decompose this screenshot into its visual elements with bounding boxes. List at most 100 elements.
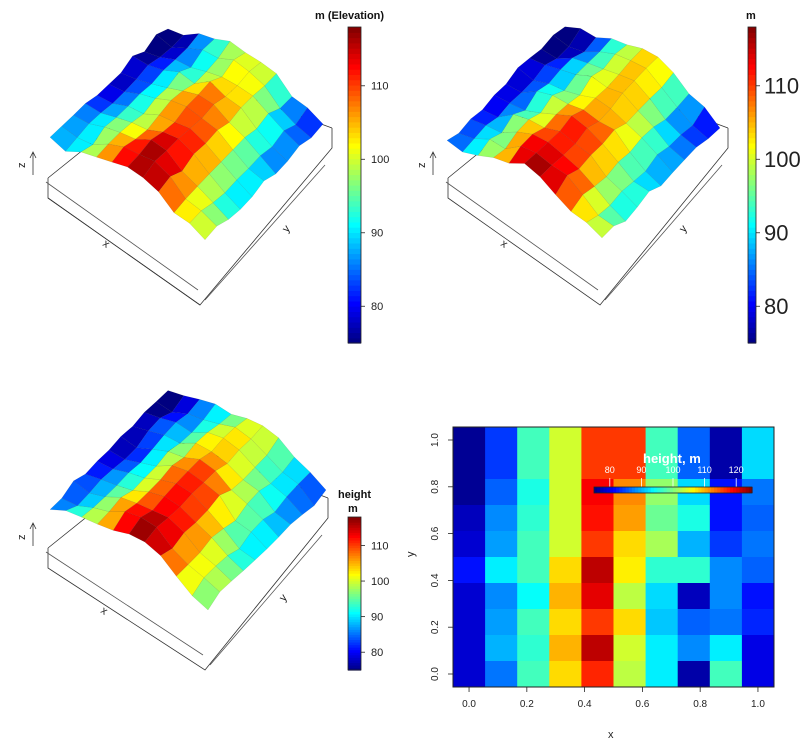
heatmap-cell xyxy=(485,661,518,688)
colorbar-swatch xyxy=(348,106,361,112)
colorbar-swatch xyxy=(348,69,361,75)
heatmap-cell xyxy=(453,505,486,532)
heatmap-cell xyxy=(485,479,518,506)
colorbar-swatch xyxy=(348,53,361,60)
colorbar-swatch xyxy=(348,190,361,197)
colorbar-swatch xyxy=(748,274,756,281)
colorbar-tick-label: 110 xyxy=(371,81,389,93)
colorbar-swatch xyxy=(348,311,361,318)
colorbar-swatch xyxy=(348,631,361,635)
colorbar-swatch xyxy=(348,537,361,541)
heatmap-cell xyxy=(549,635,582,662)
colorbar-swatch xyxy=(748,158,756,165)
colorbar-tick-label: 100 xyxy=(371,154,389,166)
colorbar-swatch xyxy=(348,652,361,656)
colorbar-swatch xyxy=(348,667,361,671)
heatmap-cell xyxy=(549,583,582,610)
colorbar-swatch xyxy=(748,216,756,223)
colorbar-swatch xyxy=(748,258,756,265)
heatmap-cell xyxy=(645,427,679,454)
colorbar-swatch xyxy=(714,487,718,493)
colorbar-swatch xyxy=(348,598,361,602)
heatmap-cell xyxy=(709,505,743,532)
colorbar-swatch xyxy=(348,647,361,651)
colorbar-swatch xyxy=(710,487,715,493)
panel4-x-axis-label: x xyxy=(608,729,614,741)
heatmap-cell xyxy=(453,609,486,636)
colorbar-swatch xyxy=(348,100,361,107)
surface-facet xyxy=(645,56,674,88)
colorbar-swatch xyxy=(348,163,361,170)
colorbar-swatch xyxy=(348,603,361,607)
colorbar-swatch xyxy=(720,487,725,493)
colorbar-swatch xyxy=(707,487,712,493)
heatmap-cell xyxy=(645,531,679,558)
colorbar-tick-label: 90 xyxy=(371,611,383,623)
colorbar-swatch xyxy=(348,545,361,549)
panel2-colorbar: m 80 90 100 110 xyxy=(746,10,800,344)
heatmap-cell xyxy=(613,427,647,454)
colorbar-swatch xyxy=(748,311,756,318)
panel4-y-ticks: 0.0 0.2 0.4 0.6 0.8 1.0 xyxy=(430,433,453,681)
heatmap-cell xyxy=(613,505,647,532)
colorbar-swatch xyxy=(748,306,756,312)
heatmap-cell xyxy=(645,453,679,480)
colorbar-swatch xyxy=(647,487,652,493)
colorbar-swatch xyxy=(726,487,731,493)
heatmap-cell xyxy=(485,635,518,662)
colorbar-swatch xyxy=(739,487,744,493)
panel3-x-axis-label: x xyxy=(98,605,110,618)
heatmap-cell xyxy=(453,635,486,662)
colorbar-swatch xyxy=(348,300,361,307)
colorbar-swatch xyxy=(348,158,361,165)
colorbar-swatch xyxy=(348,534,361,538)
colorbar-frame xyxy=(347,516,362,671)
colorbar-swatch xyxy=(650,487,655,493)
colorbar-swatch xyxy=(736,487,740,493)
colorbar-swatch xyxy=(348,127,361,133)
colorbar-swatch xyxy=(619,487,624,493)
colorbar-swatch xyxy=(348,626,361,630)
panel1-colorbar-title: m (Elevation) xyxy=(315,10,384,22)
x-tick-label: 0.8 xyxy=(693,699,707,710)
colorbar-swatch xyxy=(348,221,361,228)
colorbar-frame xyxy=(747,26,757,344)
colorbar-swatch xyxy=(348,664,361,669)
heatmap-cell xyxy=(453,453,486,480)
colorbar-swatch xyxy=(348,542,361,546)
colorbar-swatch xyxy=(748,148,756,154)
panel4-colorbar-ticks: 80 90 100 110 120 xyxy=(605,465,744,487)
colorbar-swatch xyxy=(691,487,696,493)
x-tick-label: 0.0 xyxy=(462,699,476,710)
colorbar-swatch xyxy=(348,517,361,521)
heatmap-cell xyxy=(645,557,679,584)
heatmap-cell xyxy=(709,661,743,688)
y-tick-label: 0.2 xyxy=(430,620,441,634)
y-tick-label: 0.6 xyxy=(430,526,441,540)
colorbar-swatch xyxy=(748,142,756,149)
colorbar-swatch xyxy=(348,619,361,623)
panel4-inset-colorbar: height, m 80 90 100 110 120 xyxy=(593,451,753,494)
surface-facet xyxy=(282,456,311,485)
panel1-x-axis-label: x xyxy=(100,238,112,251)
colorbar-swatch xyxy=(663,487,668,493)
heatmap-cell xyxy=(517,635,550,662)
colorbar-swatch xyxy=(348,560,361,564)
colorbar-swatch xyxy=(748,185,756,191)
surface-facet xyxy=(250,425,279,456)
colorbar-swatch xyxy=(348,601,361,605)
heatmap-cell xyxy=(613,609,647,636)
colorbar-swatch xyxy=(682,487,687,493)
heatmap-cell xyxy=(549,479,582,506)
heatmap-cell xyxy=(517,531,550,558)
colorbar-swatch xyxy=(348,32,361,39)
colorbar-swatch xyxy=(348,568,361,572)
panel1-y-axis-label: y xyxy=(280,223,293,235)
heatmap-cell xyxy=(517,427,550,454)
heatmap-cell xyxy=(517,505,550,532)
colorbar-swatch xyxy=(666,487,671,493)
heatmap-cell xyxy=(677,661,711,688)
heatmap-cell xyxy=(517,609,550,636)
colorbar-swatch xyxy=(348,657,361,661)
heatmap-cell xyxy=(677,531,711,558)
